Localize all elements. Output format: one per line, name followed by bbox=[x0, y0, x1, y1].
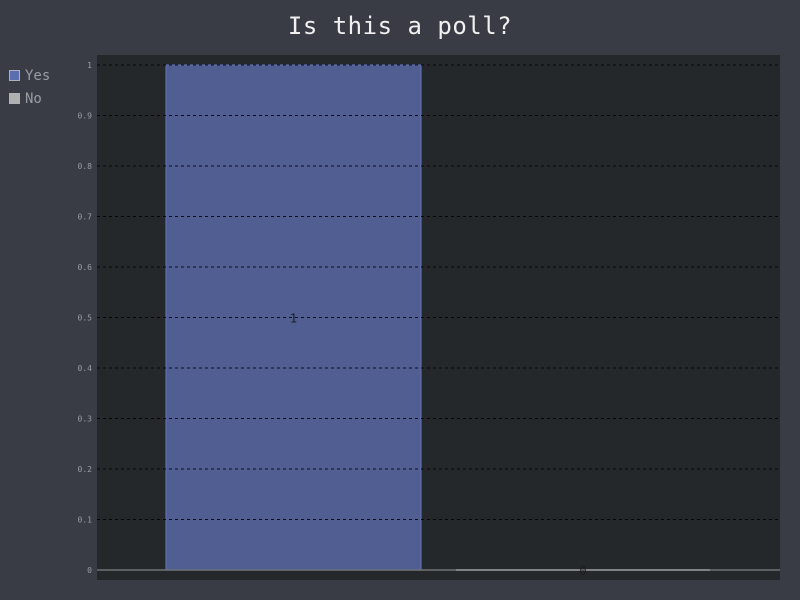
y-tick-label-0.4: 0.4 bbox=[78, 364, 93, 373]
y-tick-label-0.7: 0.7 bbox=[78, 213, 93, 222]
legend-swatch-no bbox=[9, 93, 20, 104]
chart-title: Is this a poll? bbox=[287, 12, 513, 40]
y-tick-label-0.8: 0.8 bbox=[78, 162, 93, 171]
legend-item-yes[interactable]: Yes bbox=[9, 64, 50, 87]
y-tick-label-0.3: 0.3 bbox=[78, 415, 93, 424]
bar-yes bbox=[165, 64, 422, 571]
y-tick-label-0: 0 bbox=[87, 566, 92, 575]
legend-label-no: No bbox=[25, 90, 42, 107]
y-tick-label-0.5: 0.5 bbox=[78, 314, 93, 323]
y-tick-label-0.6: 0.6 bbox=[78, 263, 93, 272]
legend-swatch-yes bbox=[9, 70, 20, 81]
y-tick-label-1: 1 bbox=[87, 61, 92, 70]
legend: Yes No bbox=[9, 64, 50, 110]
legend-item-no[interactable]: No bbox=[9, 87, 50, 110]
y-tick-label-0.1: 0.1 bbox=[78, 516, 93, 525]
value-label-yes: 1 bbox=[290, 312, 297, 326]
y-tick-label-0.2: 0.2 bbox=[78, 465, 93, 474]
value-label-no: 0 bbox=[579, 564, 586, 578]
legend-label-yes: Yes bbox=[25, 67, 51, 84]
y-tick-label-0.9: 0.9 bbox=[78, 112, 93, 121]
